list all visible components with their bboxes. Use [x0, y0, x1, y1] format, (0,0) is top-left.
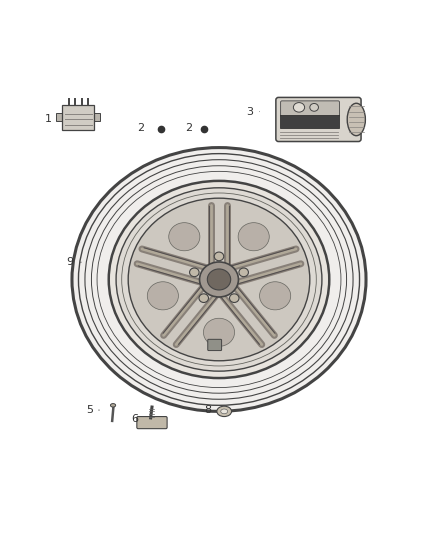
Text: 5: 5 [86, 405, 93, 415]
Ellipse shape [310, 103, 318, 111]
Text: 2: 2 [138, 123, 145, 133]
Ellipse shape [199, 294, 208, 303]
Ellipse shape [190, 268, 199, 277]
Ellipse shape [214, 252, 224, 261]
FancyBboxPatch shape [94, 113, 100, 121]
Ellipse shape [221, 409, 228, 414]
Text: 6: 6 [131, 414, 138, 424]
FancyBboxPatch shape [280, 115, 339, 128]
Ellipse shape [128, 198, 310, 361]
Ellipse shape [200, 262, 238, 297]
Ellipse shape [147, 282, 178, 310]
Text: 1: 1 [45, 115, 52, 125]
Ellipse shape [293, 103, 304, 112]
Ellipse shape [203, 318, 235, 346]
Text: 8: 8 [205, 405, 212, 415]
Text: 3: 3 [246, 107, 253, 117]
Ellipse shape [230, 294, 239, 303]
Text: 9: 9 [66, 257, 74, 267]
FancyBboxPatch shape [62, 105, 95, 130]
Ellipse shape [169, 223, 200, 251]
FancyBboxPatch shape [137, 417, 167, 429]
Ellipse shape [238, 223, 269, 251]
Ellipse shape [109, 181, 329, 378]
FancyBboxPatch shape [276, 98, 361, 142]
Ellipse shape [116, 188, 322, 371]
FancyBboxPatch shape [208, 340, 222, 351]
Ellipse shape [110, 403, 116, 407]
FancyBboxPatch shape [281, 101, 339, 116]
Ellipse shape [72, 148, 366, 411]
Ellipse shape [217, 406, 232, 417]
Ellipse shape [207, 269, 231, 290]
Text: 2: 2 [185, 123, 192, 133]
FancyBboxPatch shape [56, 113, 63, 121]
Ellipse shape [260, 282, 291, 310]
Ellipse shape [239, 268, 248, 277]
Ellipse shape [347, 103, 365, 136]
